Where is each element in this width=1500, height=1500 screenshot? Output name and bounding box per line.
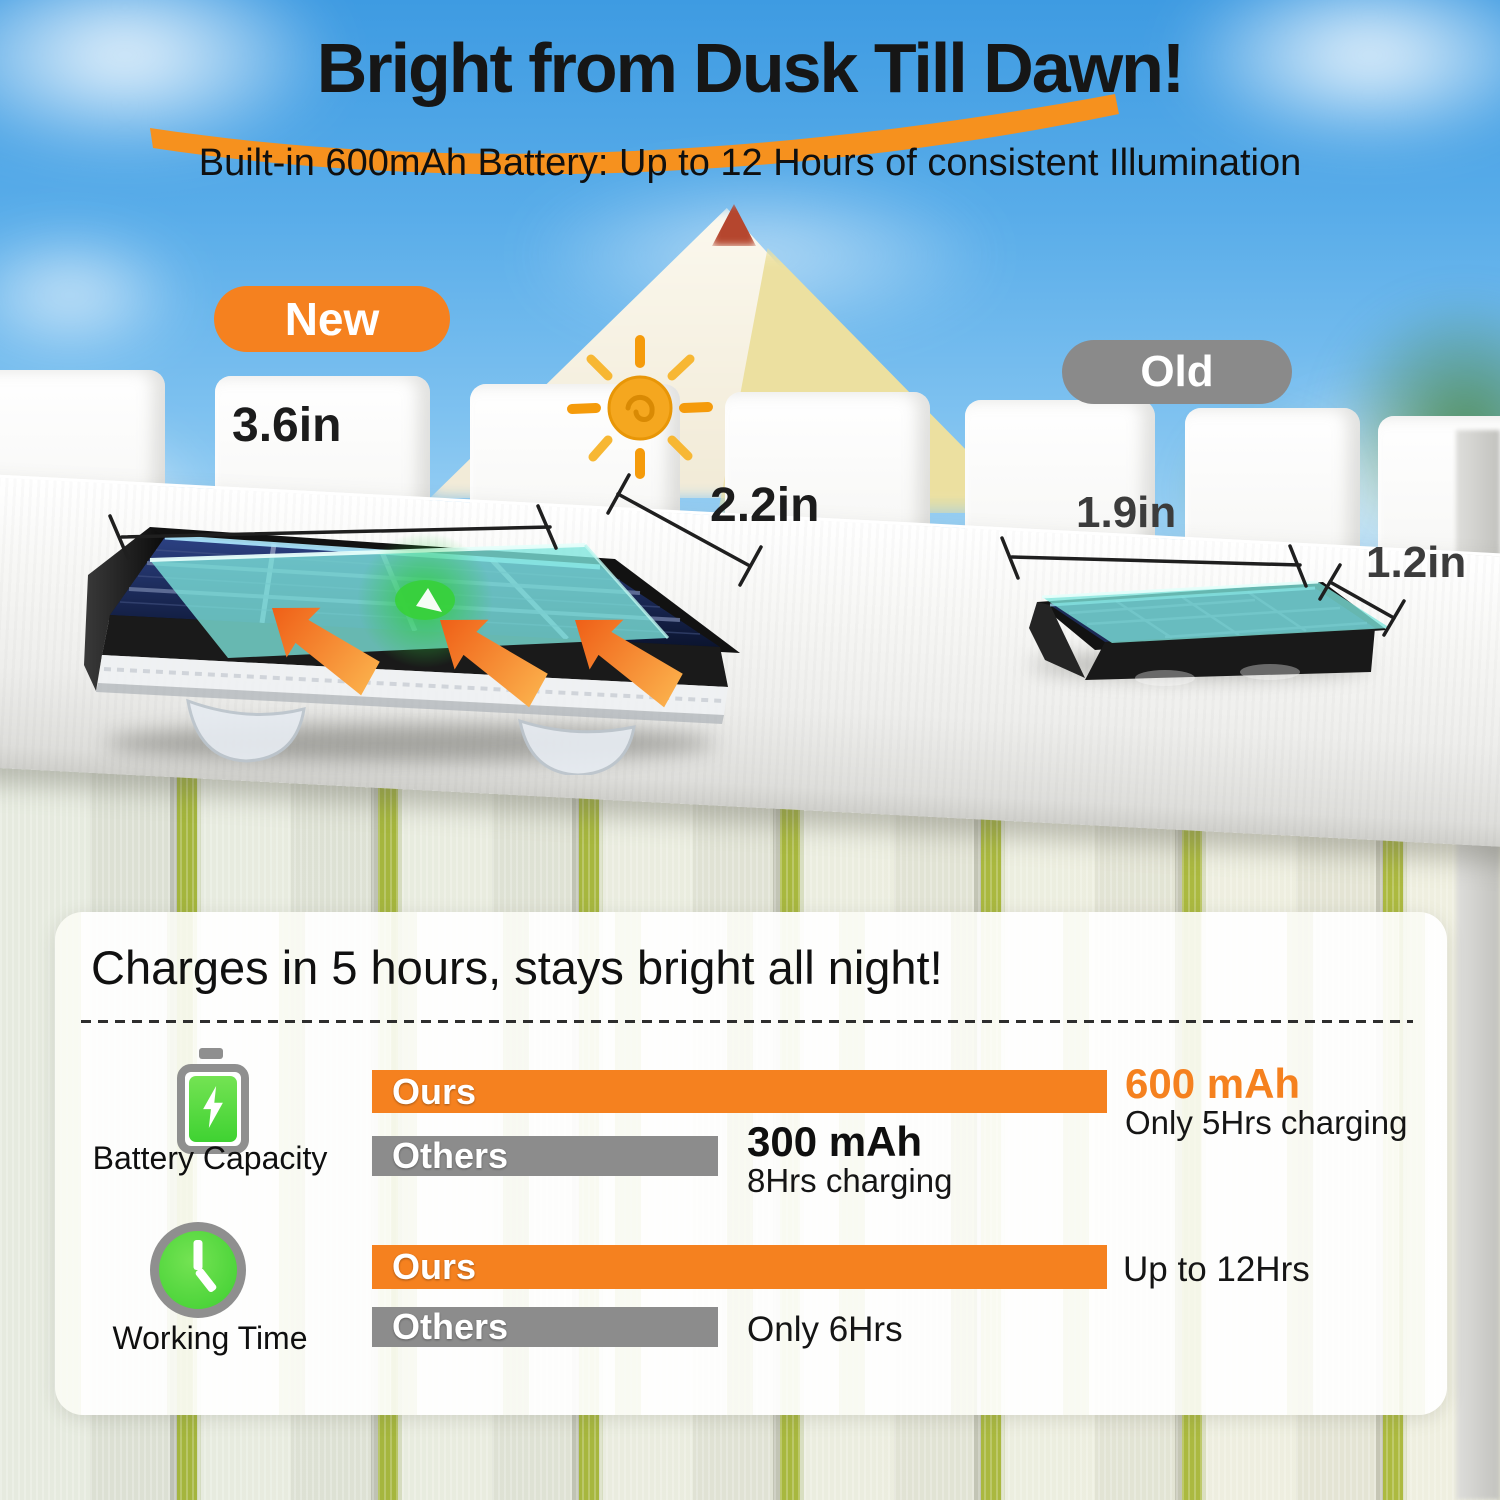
battery-others-bar-label: Others	[392, 1135, 509, 1176]
time-ours-bar-label: Ours	[392, 1246, 477, 1287]
time-others-note: Only 6Hrs	[747, 1310, 903, 1349]
time-others-bar-label: Others	[392, 1306, 509, 1347]
cloud	[0, 230, 190, 360]
led-dome	[1135, 670, 1195, 686]
battery-icon	[177, 1064, 249, 1154]
battery-icon-cap	[199, 1048, 223, 1059]
battery-others-note: 8Hrs charging	[747, 1162, 953, 1199]
clock-hand	[193, 1240, 203, 1270]
time-ours-note: Up to 12Hrs	[1123, 1250, 1310, 1289]
old-badge: Old	[1062, 340, 1292, 404]
battery-ours-note: Only 5Hrs charging	[1125, 1104, 1408, 1141]
battery-others-value: 300 mAh	[747, 1118, 923, 1165]
title-underline-swoosh	[150, 94, 1119, 174]
battery-ours-value: 600 mAh	[1125, 1060, 1301, 1107]
old-width-label: 1.9in	[1076, 488, 1177, 537]
battery-capacity-label: Battery Capacity	[92, 1140, 328, 1176]
time-others-bar: Others	[372, 1306, 718, 1347]
clock-hand	[194, 1267, 218, 1294]
comparison-heading: Charges in 5 hours, stays bright all nig…	[91, 941, 943, 994]
battery-ours-bar-label: Ours	[392, 1070, 477, 1112]
page-subtitle: Built-in 600mAh Battery: Up to 12 Hours …	[198, 142, 1302, 184]
new-badge: New	[214, 286, 450, 352]
battery-ours-bar: Ours	[372, 1070, 1107, 1113]
old-solar-light	[1029, 582, 1387, 686]
led-dome	[186, 698, 306, 763]
new-width-label: 3.6in	[232, 399, 342, 452]
battery-others-bar: Others	[372, 1135, 718, 1176]
new-depth-label: 2.2in	[710, 479, 820, 532]
led-dome	[1240, 664, 1300, 680]
diffuser-band	[98, 655, 728, 715]
working-time-label: Working Time	[112, 1320, 308, 1356]
time-ours-bar: Ours	[372, 1245, 1107, 1289]
clock-icon	[150, 1222, 246, 1318]
page-title: Bright from Dusk Till Dawn!	[316, 29, 1185, 107]
dashed-divider	[81, 1020, 1413, 1023]
old-depth-label: 1.2in	[1366, 538, 1467, 587]
new-solar-light	[84, 527, 740, 775]
comparison-card: Charges in 5 hours, stays bright all nig…	[55, 912, 1447, 1415]
led-dome	[518, 718, 636, 775]
